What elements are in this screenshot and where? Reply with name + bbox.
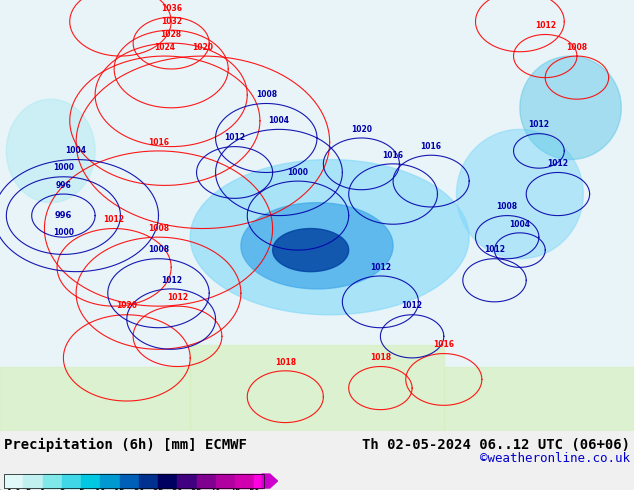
Text: 30: 30 [171, 489, 183, 490]
Text: 1012: 1012 [370, 263, 391, 271]
Text: 5: 5 [78, 489, 84, 490]
Text: 1012: 1012 [103, 215, 125, 224]
Text: 20: 20 [133, 489, 145, 490]
Text: 0.1: 0.1 [0, 489, 13, 490]
Bar [0, 367, 190, 431]
Bar [4, 474, 23, 488]
Text: Th 02-05-2024 06..12 UTC (06+06): Th 02-05-2024 06..12 UTC (06+06) [362, 438, 630, 452]
Text: 10: 10 [94, 489, 106, 490]
Bar [4, 474, 264, 488]
Text: 1020: 1020 [116, 301, 138, 311]
Text: 1016: 1016 [382, 150, 404, 160]
Text: 1024: 1024 [154, 43, 176, 52]
Text: 1000: 1000 [53, 228, 74, 237]
Polygon shape [241, 203, 393, 289]
Text: 1012: 1012 [484, 245, 505, 254]
Text: 2: 2 [59, 489, 65, 490]
Text: 1016: 1016 [148, 138, 169, 147]
Text: 1012: 1012 [528, 121, 550, 129]
Text: 1008: 1008 [148, 245, 169, 254]
Bar [61, 474, 81, 488]
Text: 1: 1 [39, 489, 46, 490]
Text: 996: 996 [55, 211, 72, 220]
Bar [197, 474, 216, 488]
Text: Precipitation (6h) [mm] ECMWF: Precipitation (6h) [mm] ECMWF [4, 438, 247, 452]
Polygon shape [456, 129, 583, 259]
Text: 1036: 1036 [160, 4, 182, 13]
Bar [139, 474, 158, 488]
Bar [216, 474, 235, 488]
Polygon shape [6, 99, 95, 203]
Text: 1018: 1018 [370, 353, 391, 362]
Text: 25: 25 [152, 489, 164, 490]
Bar [120, 474, 139, 488]
Text: 1012: 1012 [547, 159, 569, 168]
Text: 15: 15 [113, 489, 126, 490]
Text: 1028: 1028 [160, 30, 182, 39]
Text: 1000: 1000 [53, 164, 74, 172]
FancyArrow shape [262, 474, 278, 488]
Text: ©weatheronline.co.uk: ©weatheronline.co.uk [480, 452, 630, 465]
Text: 1012: 1012 [401, 301, 423, 311]
Bar [444, 367, 634, 431]
Text: 1020: 1020 [192, 43, 214, 52]
Text: 1012: 1012 [534, 21, 556, 30]
Text: 1008: 1008 [148, 224, 169, 233]
Text: 50: 50 [249, 489, 260, 490]
Bar [81, 474, 100, 488]
Text: 35: 35 [191, 489, 202, 490]
Bar [178, 474, 197, 488]
Text: 0.5: 0.5 [15, 489, 32, 490]
Polygon shape [520, 56, 621, 160]
Text: 1032: 1032 [160, 17, 182, 26]
Text: 1004: 1004 [65, 146, 87, 155]
Text: 1016: 1016 [420, 142, 442, 151]
Text: 1016: 1016 [433, 340, 455, 349]
Text: 996: 996 [56, 181, 71, 190]
Text: 1020: 1020 [351, 124, 372, 134]
Text: 1012: 1012 [160, 275, 182, 285]
Bar [190, 345, 444, 431]
Polygon shape [190, 160, 469, 315]
Bar [254, 474, 262, 488]
Text: 1008: 1008 [496, 202, 518, 211]
Text: 1008: 1008 [256, 90, 277, 99]
Bar [42, 474, 61, 488]
Text: 1012: 1012 [224, 133, 245, 142]
Text: 1004: 1004 [268, 116, 290, 125]
Text: 1004: 1004 [509, 220, 531, 228]
Bar [235, 474, 254, 488]
Text: 1012: 1012 [167, 293, 188, 302]
Text: 1018: 1018 [275, 358, 296, 367]
Text: 1008: 1008 [566, 43, 588, 52]
Bar [23, 474, 42, 488]
Text: 40: 40 [210, 489, 222, 490]
Text: 1000: 1000 [287, 168, 309, 177]
Bar [100, 474, 120, 488]
Polygon shape [273, 228, 349, 271]
Text: 45: 45 [230, 489, 241, 490]
Bar [158, 474, 178, 488]
